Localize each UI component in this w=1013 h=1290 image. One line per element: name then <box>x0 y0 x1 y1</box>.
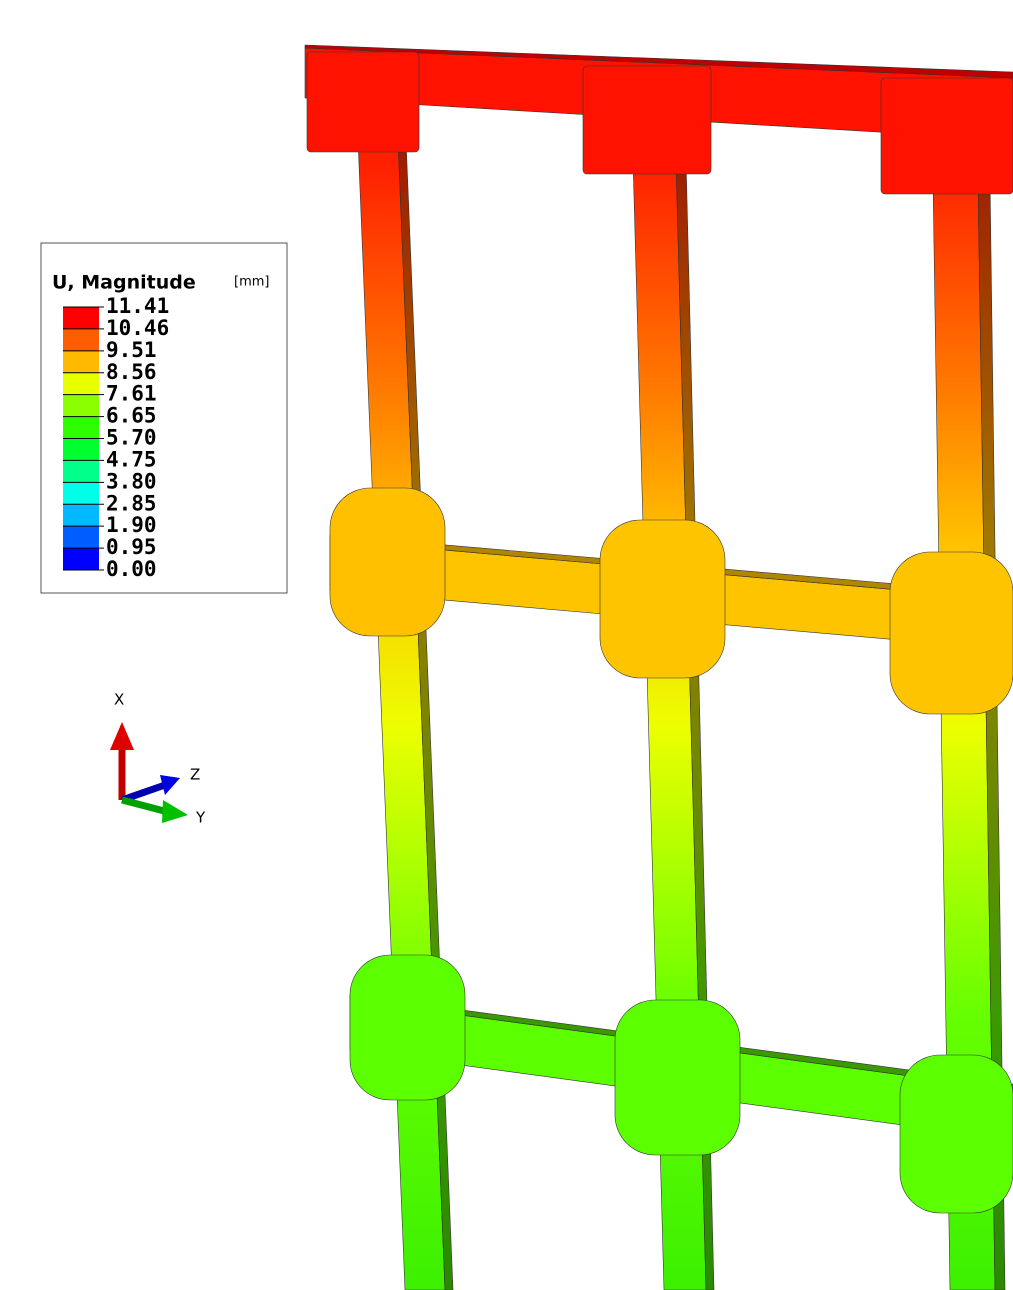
legend-level: 9.51 <box>106 338 157 362</box>
color-band <box>63 329 99 351</box>
color-band <box>63 460 99 482</box>
model <box>305 45 1013 1290</box>
axis-z-label: Z <box>190 766 200 784</box>
color-band <box>63 395 99 417</box>
viewport: U, Magnitude [mm] 11.4110.469.518.567.61… <box>0 0 1013 1290</box>
color-band <box>63 526 99 548</box>
axis-y-label: Y <box>195 809 206 827</box>
legend-level: 7.61 <box>106 382 157 406</box>
legend-level: 0.00 <box>106 557 157 581</box>
color-band <box>63 504 99 526</box>
color-band <box>63 417 99 439</box>
legend-level: 10.46 <box>106 316 169 340</box>
color-band <box>63 482 99 504</box>
color-band <box>63 307 99 329</box>
color-band <box>63 548 99 570</box>
legend-level: 1.90 <box>106 513 157 537</box>
axis-x-label: X <box>114 691 124 709</box>
legend-level: 11.41 <box>106 294 169 318</box>
legend-level: 8.56 <box>106 360 157 384</box>
legend: U, Magnitude [mm] 11.4110.469.518.567.61… <box>41 243 287 593</box>
color-band <box>63 439 99 461</box>
triad: X Z Y <box>110 691 206 827</box>
legend-level: 5.70 <box>106 426 157 450</box>
color-band <box>63 373 99 395</box>
legend-level: 3.80 <box>106 469 157 493</box>
legend-title: U, Magnitude <box>52 272 196 294</box>
legend-level: 2.85 <box>106 491 157 515</box>
legend-level: 0.95 <box>106 535 157 559</box>
legend-unit: [mm] <box>234 275 269 290</box>
legend-level: 4.75 <box>106 447 157 471</box>
color-band <box>63 351 99 373</box>
legend-level: 6.65 <box>106 404 157 428</box>
